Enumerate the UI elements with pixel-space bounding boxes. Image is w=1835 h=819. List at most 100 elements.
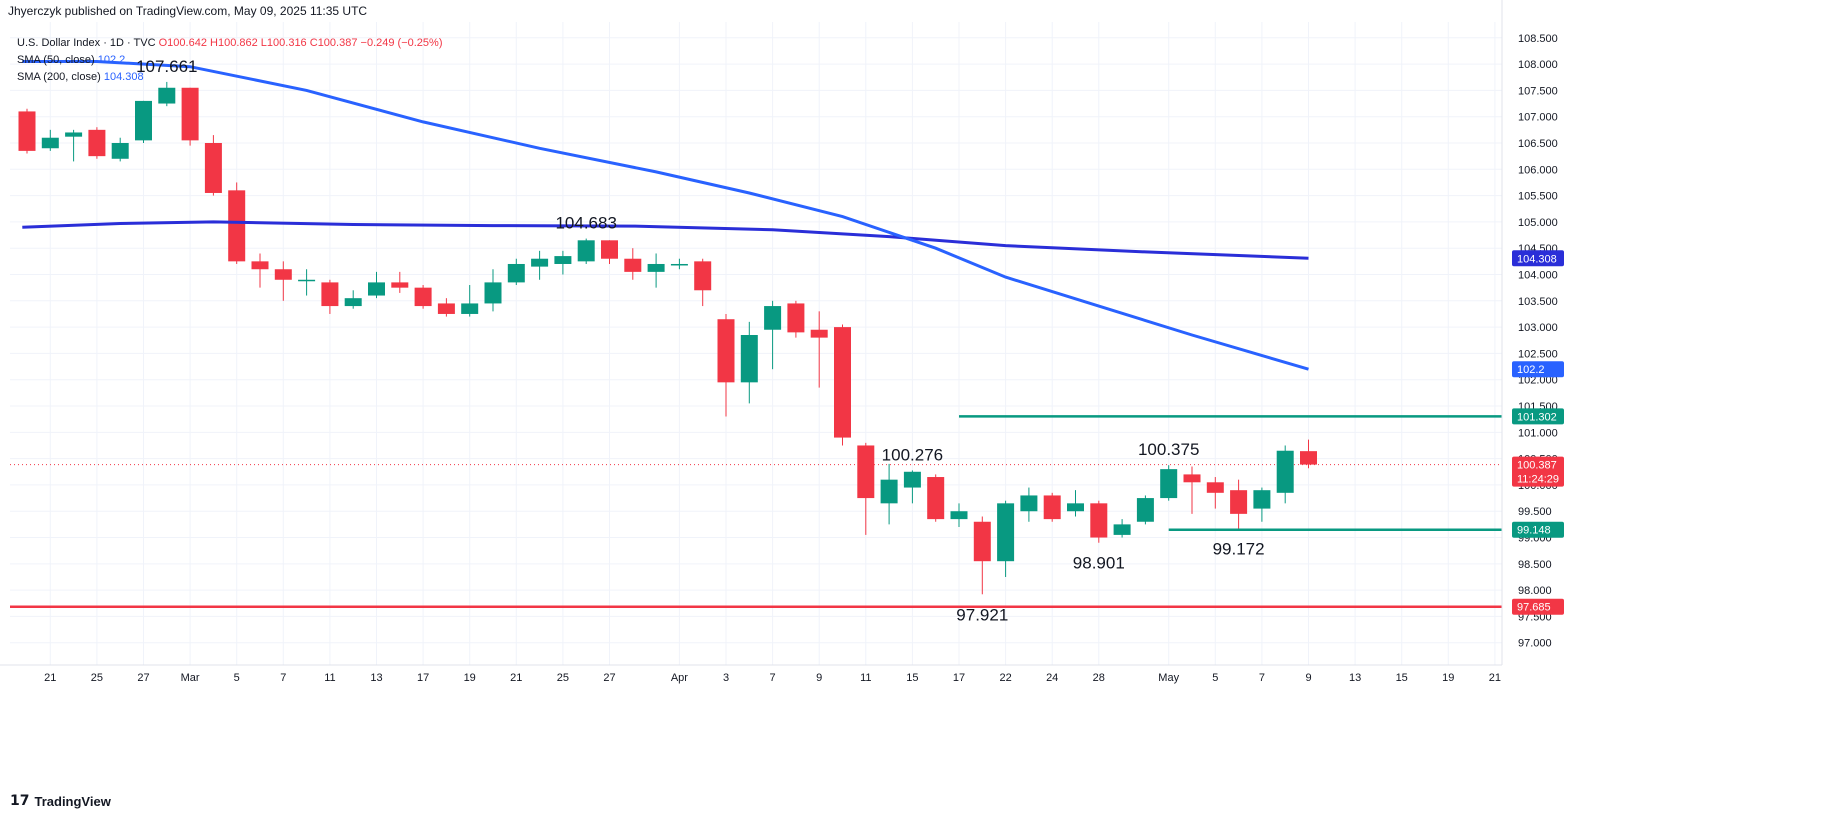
candle-body-down [204, 142, 222, 193]
time-tick-label: 3 [723, 672, 729, 684]
time-axis[interactable]: 21 25 27 Mar 5 7 11 13 17 19 21 25 27 Apr 3 7 9 11 15 17 22 2… [0, 664, 1502, 684]
sma200-row[interactable]: SMA (200, close) 104.308 [17, 69, 442, 86]
price-tick-label: 105.500 [1518, 191, 1558, 203]
candle-body-down [973, 521, 991, 562]
candle-body-up [1067, 503, 1084, 512]
time-tick-label: 25 [557, 672, 569, 684]
time-tick-label: Mar [181, 672, 200, 684]
candle-body-down [810, 329, 828, 338]
candle-body-up [1113, 524, 1131, 535]
candle-body-up [880, 479, 898, 504]
symbol-row: U.S. Dollar Index · 1D · TVC O100.642 H1… [17, 35, 442, 52]
ohlc-low: L100.316 [260, 37, 307, 49]
ohlc-close: C100.387 [309, 37, 358, 49]
candle-body-down [1183, 474, 1201, 483]
time-tick-label: 21 [510, 672, 522, 684]
time-tick-label: 17 [953, 672, 965, 684]
level-axis-badge-label: 99.148 [1517, 525, 1551, 537]
level-axis-badge [1512, 598, 1564, 615]
candle-body-down [834, 327, 851, 438]
tradingview-footer: 𝟭𝟳 TradingView [10, 793, 111, 809]
candle-body-down [437, 303, 455, 314]
candle-body-up [647, 263, 665, 272]
candle-body-down [927, 477, 945, 520]
price-annotation-label: 100.375 [1138, 440, 1199, 459]
candle-body-down [601, 240, 618, 259]
time-tick-label: 7 [1259, 672, 1265, 684]
candle-body-down [321, 282, 339, 307]
current-price-badge-label: 100.387 [1517, 460, 1557, 472]
time-tick-label: 7 [280, 672, 286, 684]
ohlc-high: H100.862 [210, 37, 258, 49]
current-price-badge [1512, 456, 1564, 487]
candle-body-up [1136, 498, 1154, 522]
sma50-label: SMA (50, close) [17, 54, 95, 66]
candle-body-up [903, 471, 921, 488]
price-annotation-label: 98.901 [1073, 554, 1125, 573]
sma-axis-badge-label: 104.308 [1517, 253, 1557, 265]
ohlc-open: O100.642 [158, 37, 207, 49]
published-header: Jhyerczyk published on TradingView.com, … [8, 4, 368, 18]
candle-body-down [787, 303, 805, 333]
candle-body-up [158, 87, 176, 104]
price-tick-label: 98.500 [1518, 559, 1552, 571]
candle-body-up [65, 132, 83, 137]
price-tick-label: 104.000 [1518, 270, 1558, 282]
symbol-label[interactable]: U.S. Dollar Index · 1D · TVC [17, 37, 156, 49]
time-tick-label: 11 [860, 672, 871, 684]
candle-body-up [507, 263, 525, 283]
sma200-label: SMA (200, close) [17, 71, 101, 83]
current-price-badge-countdown: 11:24:29 [1517, 474, 1559, 486]
time-tick-label: 13 [1349, 672, 1361, 684]
time-tick-label: 21 [44, 672, 56, 684]
time-tick-label: 22 [999, 672, 1011, 684]
time-tick-label: 7 [770, 672, 776, 684]
candle-body-up [135, 100, 152, 141]
level-axis-badge-label: 97.685 [1517, 602, 1551, 614]
candle-body-up [1276, 450, 1294, 493]
chart-legend: U.S. Dollar Index · 1D · TVC O100.642 H1… [17, 35, 442, 86]
time-tick-label: 9 [816, 672, 822, 684]
price-tick-label: 98.000 [1518, 585, 1552, 597]
time-tick-label: 13 [370, 672, 382, 684]
candle-body-up [368, 282, 385, 296]
time-tick-label: 15 [906, 672, 918, 684]
candle-body-down [414, 287, 432, 307]
horizontal-levels [10, 415, 1502, 608]
time-tick-label: 27 [603, 672, 615, 684]
candle-body-down [694, 261, 712, 291]
moving-averages [22, 60, 1309, 371]
price-tick-label: 107.500 [1518, 85, 1558, 97]
time-tick-label: 19 [1442, 672, 1454, 684]
candle-body-down [391, 282, 409, 288]
candle-body-up [41, 137, 59, 149]
candle-body-down [181, 87, 199, 141]
time-tick-label: 5 [234, 672, 240, 684]
candle-body-up [950, 511, 968, 520]
price-tick-label: 106.500 [1518, 138, 1558, 150]
price-tick-label: 102.000 [1518, 375, 1558, 387]
time-tick-label: 5 [1212, 672, 1218, 684]
price-annotation-label: 99.172 [1213, 539, 1265, 558]
candle-body-down [88, 129, 106, 157]
price-axis[interactable]: 97.00097.50098.00098.50099.00099.500100.… [1501, 0, 1564, 665]
candle-body-up [344, 298, 362, 307]
candle-body-up [298, 279, 316, 282]
price-tick-label: 105.000 [1518, 217, 1558, 229]
price-annotation-label: 104.683 [555, 214, 616, 233]
price-annotation-label: 97.921 [956, 605, 1008, 624]
time-tick-label: 15 [1396, 672, 1408, 684]
candle-body-down [18, 111, 36, 151]
price-annotation-label: 100.276 [882, 445, 943, 464]
candle-body-up [764, 306, 782, 330]
price-tick-label: 103.000 [1518, 322, 1558, 334]
time-tick-label: May [1158, 672, 1179, 684]
candle-body-down [1090, 503, 1108, 538]
time-tick-label: 28 [1093, 672, 1105, 684]
sma50-value: 102.2 [97, 54, 126, 66]
price-tick-label: 97.000 [1518, 638, 1552, 650]
sma50-row[interactable]: SMA (50, close) 102.2 [17, 52, 442, 69]
price-annotations: 107.661 104.683 100.276 100.375 98.901 99.172… [136, 57, 1265, 624]
time-tick-label: 24 [1046, 672, 1058, 684]
